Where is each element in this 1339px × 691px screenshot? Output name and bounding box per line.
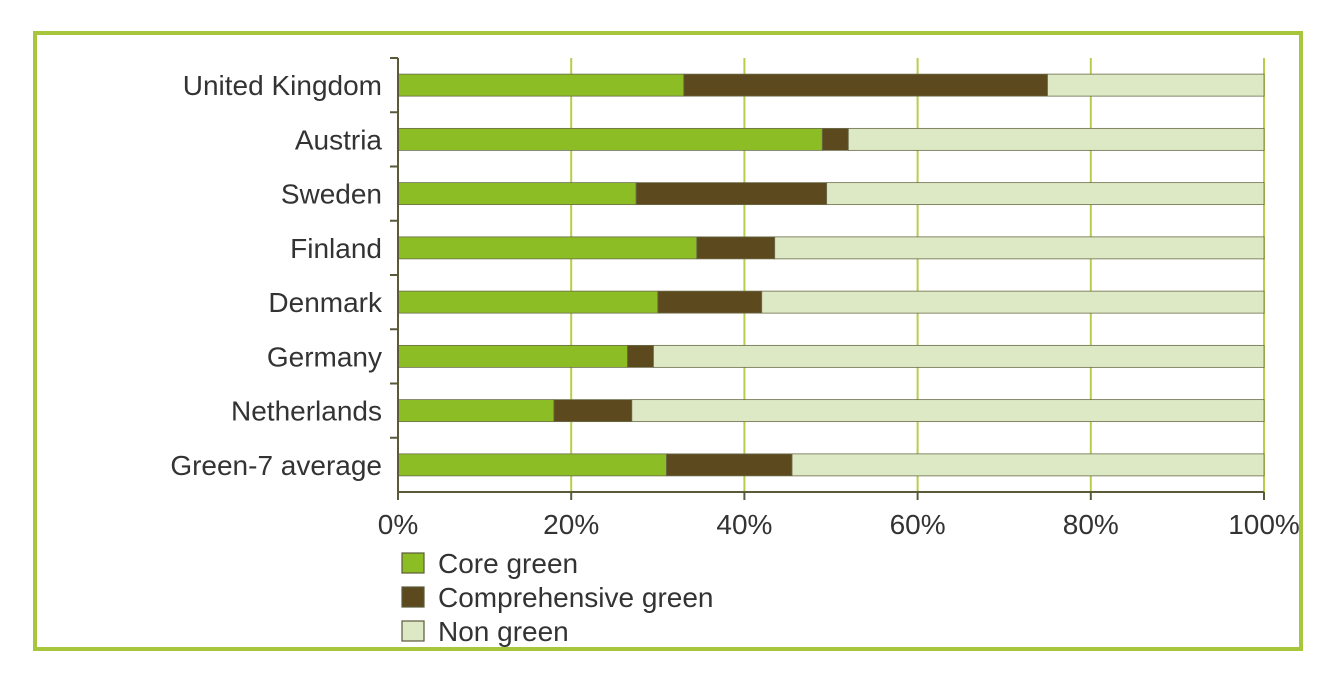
- bar-comprehensive-green: [683, 73, 1048, 97]
- legend-label: Comprehensive green: [438, 582, 714, 613]
- x-tick-label: 20%: [543, 509, 599, 540]
- x-tick-labels: 0% 20% 40% 60% 80% 100%: [378, 509, 1300, 540]
- bar-core-green: [397, 73, 685, 97]
- x-tick-label: 0%: [378, 509, 418, 540]
- legend-swatch: [401, 586, 425, 608]
- bar-non-green: [774, 236, 1265, 260]
- category-label: Netherlands: [231, 396, 382, 427]
- x-tick-label: 100%: [1228, 509, 1300, 540]
- bar-core-green: [397, 290, 659, 314]
- x-tick-label: 60%: [890, 509, 946, 540]
- bar-comprehensive-green: [553, 399, 633, 423]
- bar-non-green: [826, 182, 1265, 206]
- bar-non-green: [653, 344, 1265, 368]
- bar-non-green: [761, 290, 1265, 314]
- bar-comprehensive-green: [627, 344, 654, 368]
- bar-non-green: [791, 453, 1265, 477]
- bar-comprehensive-green: [696, 236, 776, 260]
- bar-non-green: [1047, 73, 1265, 97]
- bars: [397, 73, 1265, 477]
- gridlines: [570, 58, 1265, 492]
- category-label: Green-7 average: [170, 450, 382, 481]
- bar-comprehensive-green: [635, 182, 828, 206]
- legend-swatch: [401, 620, 425, 642]
- category-labels: United Kingdom Austria Sweden Finland Denmar…: [170, 70, 383, 481]
- bar-core-green: [397, 344, 628, 368]
- legend-label: Non green: [438, 616, 569, 647]
- category-label: Finland: [290, 233, 382, 264]
- bar-non-green: [631, 399, 1265, 423]
- legend-label: Core green: [438, 548, 578, 579]
- bar-core-green: [397, 399, 555, 423]
- category-label: Austria: [295, 124, 383, 155]
- bar-non-green: [847, 127, 1265, 151]
- category-label: Sweden: [281, 179, 382, 210]
- bar-comprehensive-green: [657, 290, 763, 314]
- bar-comprehensive-green: [821, 127, 849, 151]
- bar-core-green: [397, 182, 637, 206]
- bar-core-green: [397, 236, 698, 260]
- x-tick-label: 40%: [716, 509, 772, 540]
- bar-core-green: [397, 127, 823, 151]
- category-label: United Kingdom: [183, 70, 382, 101]
- legend-swatch: [401, 552, 425, 574]
- bar-core-green: [397, 453, 667, 477]
- bar-comprehensive-green: [666, 453, 793, 477]
- category-label: Germany: [267, 341, 382, 372]
- x-tick-label: 80%: [1063, 509, 1119, 540]
- axes: [390, 57, 1265, 500]
- category-label: Denmark: [268, 287, 383, 318]
